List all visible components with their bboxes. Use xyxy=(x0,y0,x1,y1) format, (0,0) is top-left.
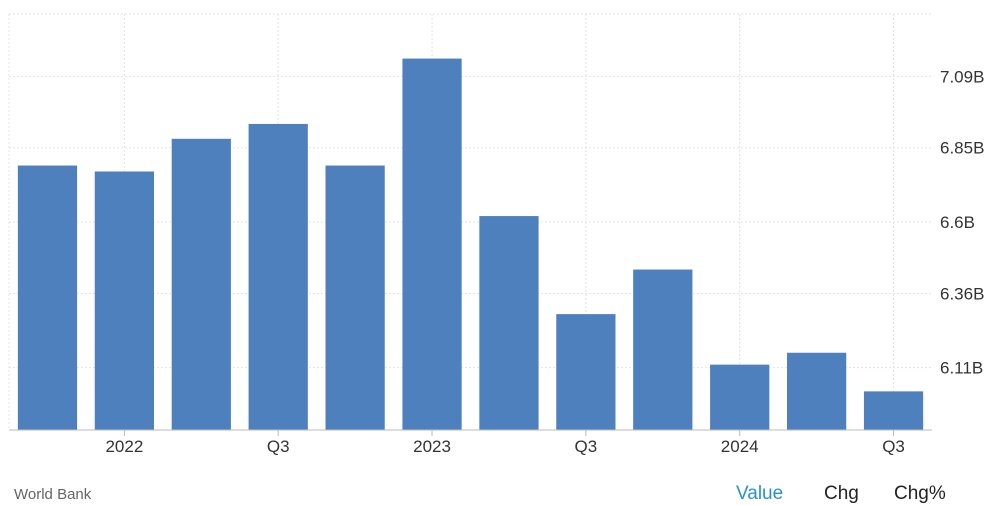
bar xyxy=(248,123,308,430)
bar xyxy=(710,364,770,430)
bar-chart: 2022 Q3 2023 Q3 2024 Q3 6.11B 6.36B 6.6B 6.85B 7.0… xyxy=(8,13,984,456)
y-tick-label: 6.11B xyxy=(940,359,983,378)
y-tick-label: 6.36B xyxy=(940,284,984,303)
bar xyxy=(863,391,924,430)
x-tick-label: Q3 xyxy=(575,437,598,456)
x-tick-label: 2024 xyxy=(721,437,759,456)
x-tick-label: 2022 xyxy=(105,437,143,456)
bar xyxy=(94,171,154,430)
tab-chg-percent[interactable]: Chg% xyxy=(894,483,946,504)
source-label: World Bank xyxy=(14,486,92,503)
tab-value[interactable]: Value xyxy=(736,483,784,504)
bar xyxy=(325,165,385,431)
bar xyxy=(171,138,231,431)
tab-chg[interactable]: Chg xyxy=(824,483,859,504)
x-tick-label: Q3 xyxy=(267,437,290,456)
bar xyxy=(633,269,693,430)
bar xyxy=(17,165,78,431)
bar xyxy=(402,58,462,430)
x-tick-label: Q3 xyxy=(882,437,905,456)
x-tick-label: 2023 xyxy=(413,437,451,456)
y-tick-label: 7.09B xyxy=(940,67,984,86)
bar xyxy=(787,352,847,430)
y-tick-label: 6.85B xyxy=(940,139,984,158)
bar xyxy=(556,314,616,430)
y-tick-label: 6.6B xyxy=(940,213,975,232)
bar xyxy=(479,216,539,430)
